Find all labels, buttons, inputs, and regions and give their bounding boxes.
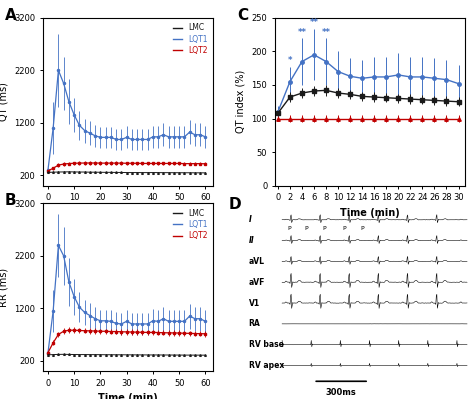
Legend: LMC, LQT1, LQT2: LMC, LQT1, LQT2 [172,207,210,242]
X-axis label: Time (min): Time (min) [98,208,158,218]
Y-axis label: QT (ms): QT (ms) [0,82,9,121]
Text: P: P [323,226,326,231]
Text: D: D [228,197,241,212]
Legend: LMC, LQT1, LQT2: LMC, LQT1, LQT2 [172,22,210,56]
Text: P: P [343,226,346,231]
Text: RV apex: RV apex [249,361,284,370]
Y-axis label: QT index (%): QT index (%) [236,70,246,133]
Text: A: A [5,8,17,23]
X-axis label: Time (min): Time (min) [340,208,400,218]
Text: RA: RA [249,319,260,328]
Text: 300ms: 300ms [326,388,356,397]
Text: **: ** [321,28,330,37]
Text: B: B [5,194,17,208]
Text: aVF: aVF [249,278,265,287]
Text: **: ** [310,18,319,28]
Text: P: P [361,226,364,231]
Y-axis label: RR (ms): RR (ms) [0,268,9,307]
X-axis label: Time (min): Time (min) [98,393,158,399]
Text: P: P [287,226,291,231]
Text: C: C [237,8,248,23]
Text: I: I [249,215,252,224]
Text: *: * [288,56,292,65]
Text: II: II [249,236,255,245]
Text: RV base: RV base [249,340,283,349]
Text: aVL: aVL [249,257,264,266]
Text: P: P [305,226,309,231]
Text: **: ** [298,28,307,37]
Text: V1: V1 [249,298,260,308]
